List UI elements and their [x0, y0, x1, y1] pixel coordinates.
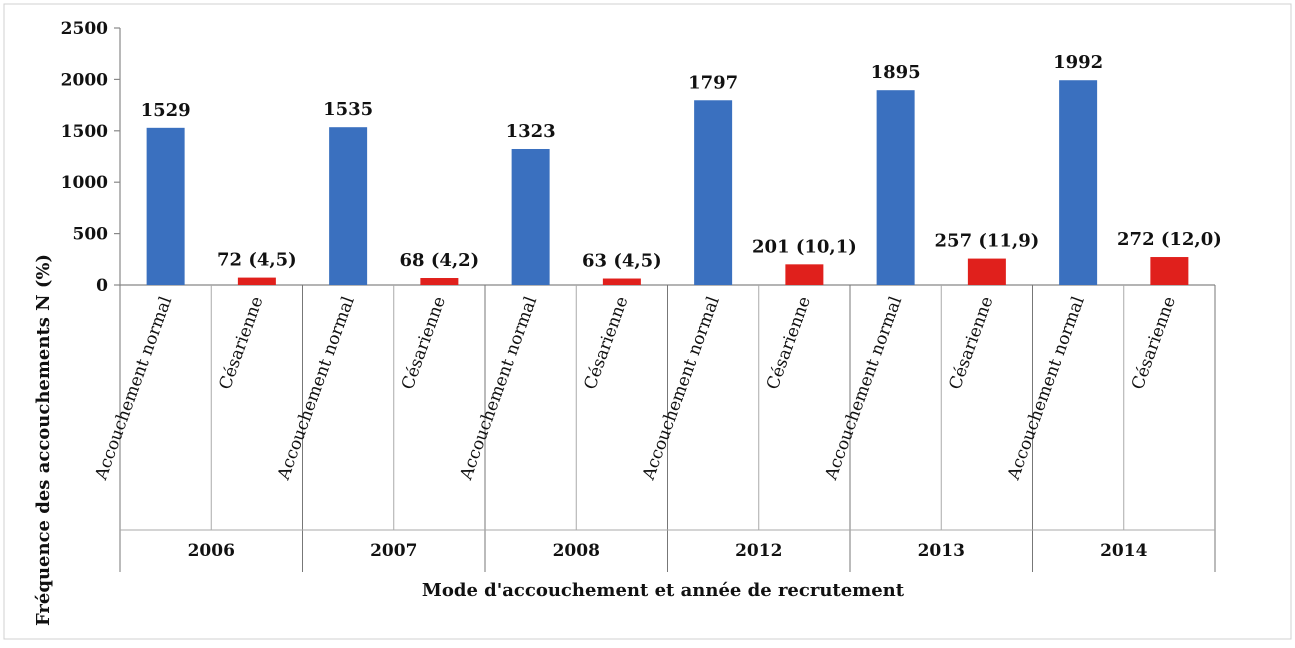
bar-normal [511, 148, 550, 285]
data-label: 68 (4,2) [400, 250, 480, 271]
y-tick-label: 2500 [61, 19, 108, 39]
bar-cesarienne [1150, 257, 1189, 285]
bar-cesarienne [237, 277, 276, 285]
data-label: 272 (12,0) [1117, 229, 1222, 250]
year-label: 2007 [370, 541, 417, 561]
year-label: 2006 [188, 541, 235, 561]
data-label: 1797 [688, 72, 738, 93]
y-tick-label: 2000 [61, 70, 108, 90]
year-label: 2014 [1100, 541, 1147, 561]
bar-cesarienne [785, 264, 824, 285]
year-label: 2013 [918, 541, 965, 561]
data-label: 257 (11,9) [935, 231, 1040, 252]
bar-normal [694, 100, 733, 285]
data-label: 201 (10,1) [752, 236, 857, 257]
y-axis-title: Fréquence des accouchements N (%) [33, 254, 54, 626]
year-label: 2008 [553, 541, 600, 561]
bar-normal [1059, 80, 1098, 285]
data-label: 1895 [871, 62, 921, 83]
bar-cesarienne [967, 258, 1006, 285]
data-label: 1323 [506, 121, 556, 142]
y-tick-label: 1000 [61, 173, 108, 193]
data-label: 1992 [1053, 52, 1103, 73]
y-tick-label: 500 [73, 225, 109, 245]
bar-cesarienne [602, 278, 641, 285]
y-tick-label: 0 [96, 276, 108, 296]
bar-cesarienne [420, 278, 459, 285]
y-tick-label: 1500 [61, 122, 108, 142]
bar-normal [329, 127, 368, 286]
bar-normal [146, 127, 185, 285]
data-label: 72 (4,5) [217, 250, 297, 271]
x-axis-title: Mode d'accouchement et année de recrutem… [422, 580, 905, 601]
data-label: 63 (4,5) [582, 251, 662, 272]
data-label: 1529 [141, 100, 191, 121]
bar-normal [876, 90, 915, 285]
data-label: 1535 [323, 99, 373, 120]
year-label: 2012 [735, 541, 782, 561]
